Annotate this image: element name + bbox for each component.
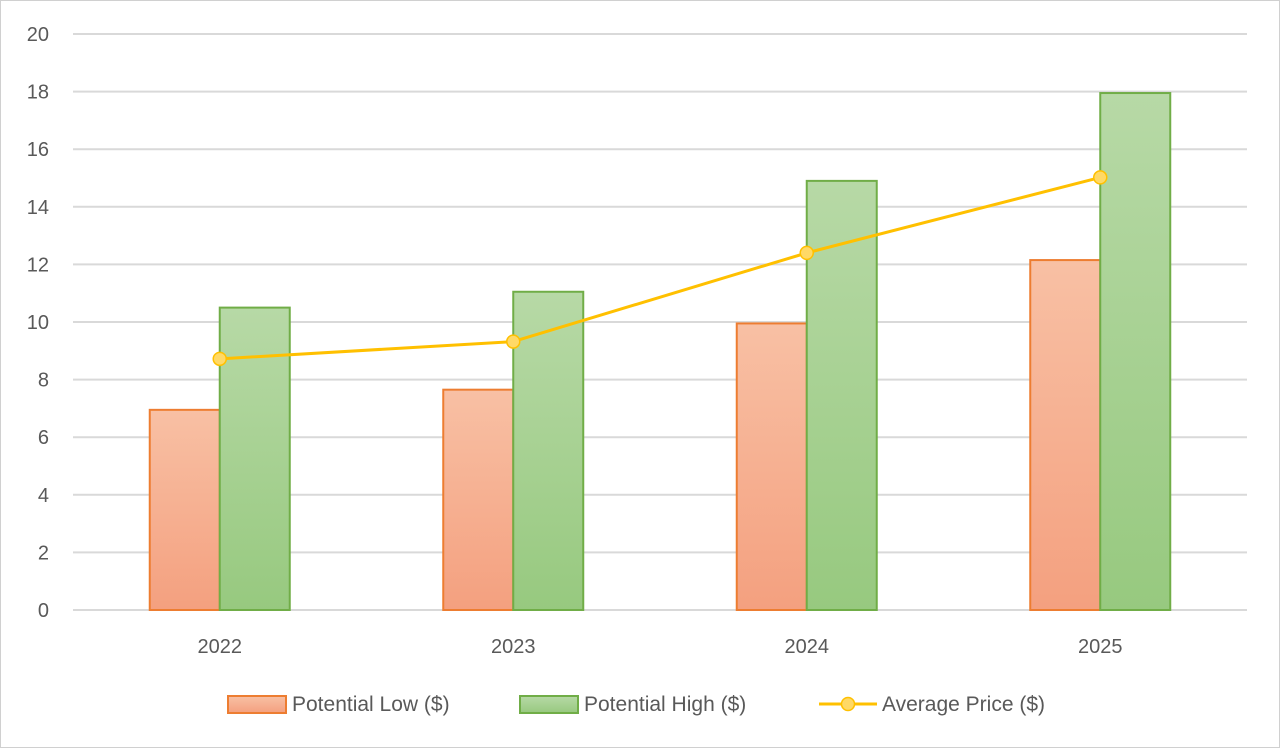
legend-swatch-low bbox=[227, 695, 287, 714]
average-point-2024 bbox=[799, 245, 814, 261]
legend-label-low: Potential Low ($) bbox=[292, 693, 450, 716]
y-tick-label: 8 bbox=[38, 370, 49, 392]
bar-low-2023 bbox=[442, 388, 515, 611]
x-tick-label: 2025 bbox=[1078, 636, 1123, 658]
legend-label-average: Average Price ($) bbox=[882, 693, 1045, 716]
average-price-line bbox=[219, 175, 1101, 361]
average-point-2023 bbox=[506, 334, 521, 349]
y-axis-ticks: 0 2 4 6 8 10 12 14 16 18 20 bbox=[27, 24, 49, 622]
bar-high-2022 bbox=[218, 306, 291, 611]
y-tick-label: 20 bbox=[27, 24, 49, 46]
average-point-2022 bbox=[212, 351, 227, 367]
y-tick-label: 4 bbox=[38, 485, 49, 507]
bar-low-2024 bbox=[735, 322, 808, 611]
x-tick-label: 2023 bbox=[491, 636, 536, 658]
average-point-2025 bbox=[1093, 170, 1108, 185]
y-tick-label: 12 bbox=[27, 254, 49, 276]
y-tick-label: 16 bbox=[27, 139, 49, 161]
bar-high-2024 bbox=[805, 179, 878, 611]
y-tick-label: 0 bbox=[38, 600, 49, 622]
bar-low-2022 bbox=[148, 408, 221, 611]
y-tick-label: 18 bbox=[27, 82, 49, 104]
average-line bbox=[212, 170, 1108, 367]
bar-high-2023 bbox=[512, 290, 585, 611]
legend-item-low: Potential Low ($) bbox=[227, 693, 450, 716]
x-tick-label: 2024 bbox=[785, 636, 830, 658]
legend-item-average: Average Price ($) bbox=[819, 693, 1045, 716]
legend: Potential Low ($) Potential High ($) Ave… bbox=[227, 693, 1045, 716]
legend-item-high: Potential High ($) bbox=[519, 693, 746, 716]
legend-marker-average bbox=[840, 696, 856, 712]
y-tick-label: 2 bbox=[38, 542, 49, 564]
legend-label-high: Potential High ($) bbox=[584, 693, 746, 716]
legend-swatch-high bbox=[519, 695, 579, 714]
bars bbox=[148, 92, 1172, 612]
x-axis-ticks: 2022 2023 2024 2025 bbox=[198, 636, 1123, 658]
bar-high-2025 bbox=[1099, 92, 1172, 612]
y-tick-label: 14 bbox=[27, 197, 49, 219]
bar-low-2025 bbox=[1029, 259, 1102, 611]
x-tick-label: 2022 bbox=[198, 636, 243, 658]
y-tick-label: 10 bbox=[27, 312, 49, 334]
y-tick-label: 6 bbox=[38, 427, 49, 449]
